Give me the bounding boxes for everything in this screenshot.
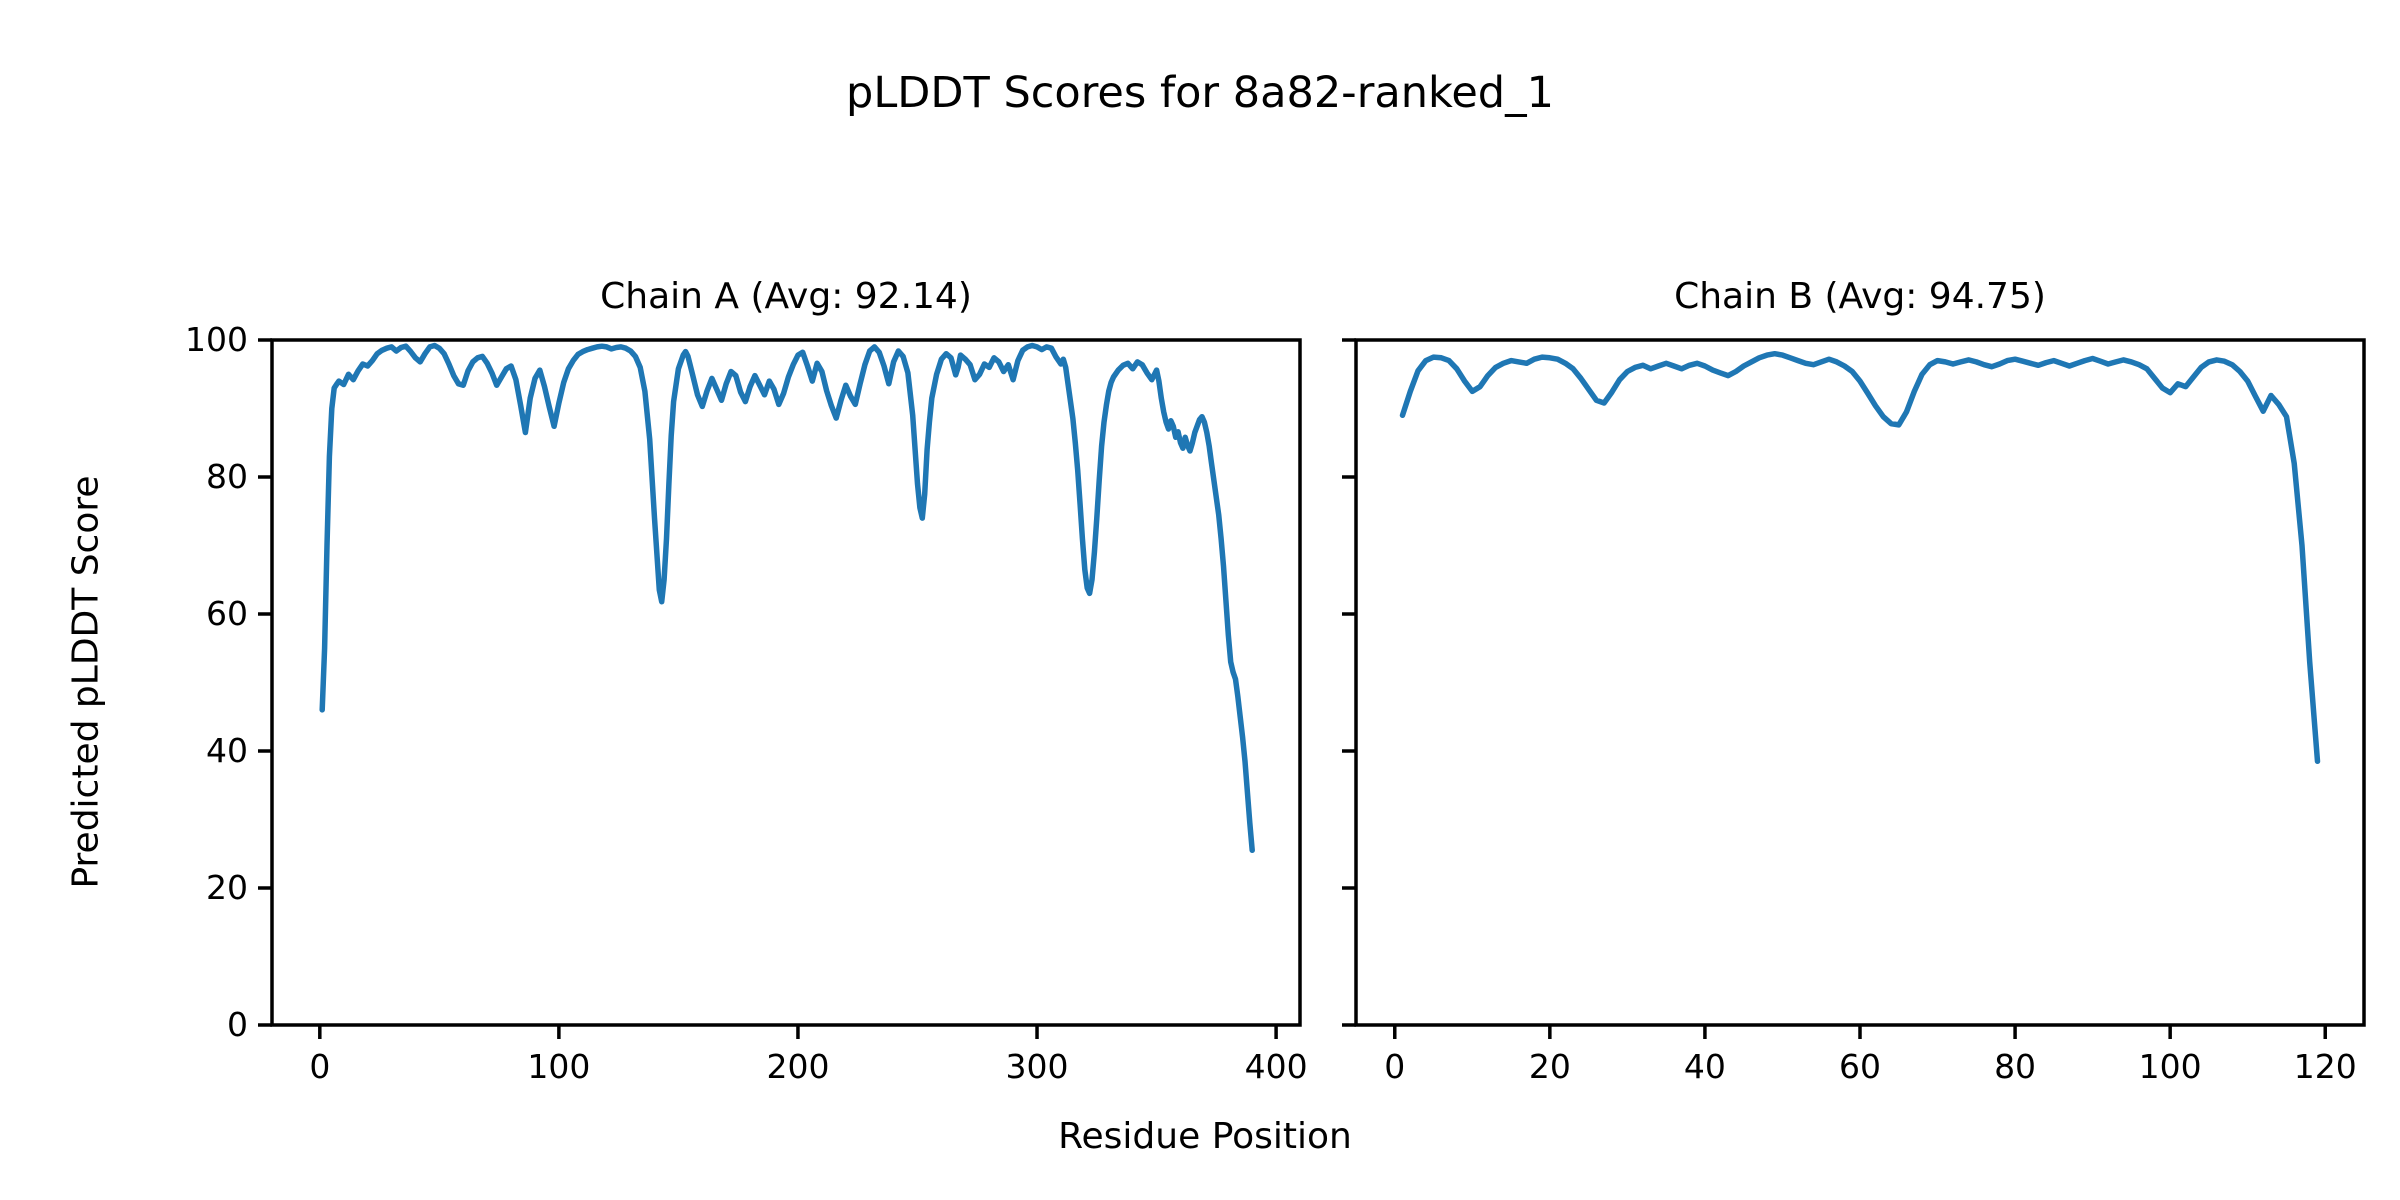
chain-a-xtick-label: 0: [309, 1046, 331, 1086]
chain-b-xtick-label: 120: [2293, 1046, 2357, 1086]
chain-b-xtick-label: 40: [1683, 1046, 1726, 1086]
chain-a-plddt-line: [319, 342, 1255, 854]
chain-b-title: Chain B (Avg: 94.75): [1674, 276, 2046, 317]
chain-b-xtick-label: 0: [1384, 1046, 1406, 1086]
chain-a-ytick-label: 0: [227, 1005, 248, 1044]
chain-a-plot-area: 0 100 200 300 400 0 20 40 60 80 100: [185, 320, 1308, 1086]
chain-a-ytick-label: 20: [206, 868, 248, 907]
chain-a-xtick-label: 200: [766, 1046, 830, 1086]
x-axis-label: Residue Position: [1058, 1116, 1352, 1157]
chain-a-ytick-label: 80: [206, 457, 248, 496]
chain-a-spines: [270, 338, 1302, 1027]
chain-b-xtick-label: 20: [1528, 1046, 1571, 1086]
chain-b-xtick-label: 60: [1839, 1046, 1881, 1086]
chain-b-canvas: [1342, 338, 2366, 1039]
chain-a-title: Chain A (Avg: 92.14): [600, 276, 972, 317]
chain-b-plddt-line: [1399, 350, 2321, 765]
figure-title: pLDDT Scores for 8a82-ranked_1: [846, 68, 1554, 118]
y-axis-label: Predicted pLDDT Score: [65, 475, 107, 889]
chain-a-xtick-label: 400: [1244, 1046, 1308, 1086]
chain-a-canvas: [258, 338, 1302, 1039]
chain-b-spines: [1354, 338, 2366, 1027]
chain-a-ytick-label: 60: [206, 594, 248, 633]
chain-b-xtick-label: 100: [2138, 1046, 2202, 1086]
chain-b-plot-area: 0 20 40 60 80 100 120: [1342, 338, 2366, 1086]
chain-a-xtick-label: 300: [1005, 1046, 1069, 1086]
chain-a-ytick-label: 100: [185, 320, 248, 359]
chain-a-ytick-label: 40: [206, 731, 248, 770]
chain-b-xtick-label: 80: [1994, 1046, 2037, 1086]
chain-a-xtick-label: 100: [527, 1046, 591, 1086]
